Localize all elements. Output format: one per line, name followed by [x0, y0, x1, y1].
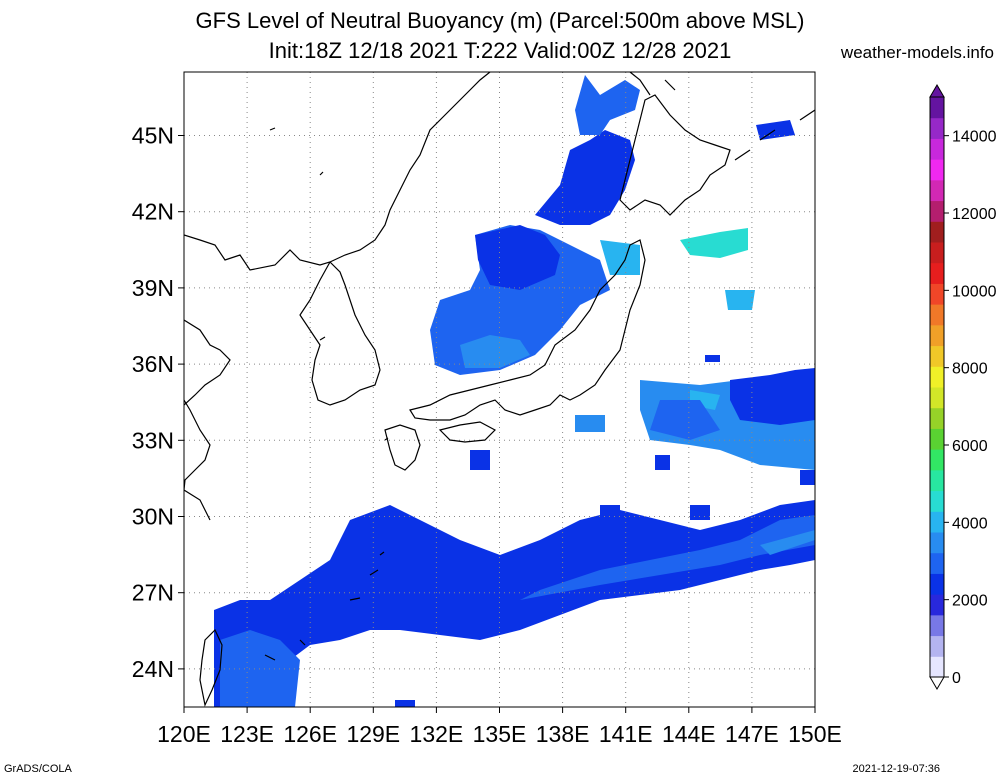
map-subtitle: Init:18Z 12/18 2021 T:222 Valid:00Z 12/2…: [268, 38, 732, 63]
footer-software: GrADS/COLA: [4, 763, 72, 775]
japan-sea-field: [430, 225, 610, 375]
coast-china-south: [184, 399, 211, 521]
coast-hokkaido: [619, 94, 731, 216]
colorbar-swatch: [930, 511, 944, 533]
colorbar: 0 2000 4000 6000 8000 10000 12000 14000: [929, 84, 997, 690]
east-dark: [730, 368, 815, 425]
y-tick-label: 39N: [132, 275, 174, 301]
coast-korea: [299, 261, 381, 406]
y-tick-label: 30N: [132, 504, 174, 530]
np-lightblue: [600, 240, 755, 310]
colorbar-swatch: [930, 283, 944, 305]
coast-kurils: [734, 109, 815, 161]
colorbar-swatch: [930, 573, 944, 595]
band-light-3: [760, 530, 815, 555]
southern-band: [214, 500, 815, 707]
colorbar-swatch: [930, 532, 944, 554]
coastlines: [184, 72, 815, 707]
japan-sea-dark: [475, 225, 560, 290]
coast-sakhalin: [629, 72, 676, 96]
colorbar-tick-label: 14000: [952, 129, 997, 146]
east-patch: [575, 415, 605, 432]
colorbar-swatch: [930, 324, 944, 347]
colorbar-swatch: [930, 159, 944, 181]
x-tick-label: 126E: [283, 721, 337, 747]
southern-band-light: [220, 515, 815, 707]
buoyancy-field: [214, 75, 815, 707]
x-axis-labels: 120E 123E 126E 129E 132E 135E 138E 141E 144E 147E…: [157, 707, 842, 747]
gridlines: [184, 72, 815, 707]
colorbar-swatch: [930, 138, 944, 160]
colorbar-swatch: [930, 552, 944, 574]
colorbar-tick-label: 2000: [952, 593, 988, 610]
colorbar-swatch: [930, 490, 944, 512]
colorbar-tick-label: 4000: [952, 515, 988, 532]
y-tick-label: 24N: [132, 656, 174, 682]
x-tick-label: 123E: [220, 721, 274, 747]
colorbar-swatch: [930, 200, 944, 222]
x-tick-label: 144E: [662, 721, 716, 747]
x-tick-label: 120E: [157, 721, 211, 747]
x-tick-label: 132E: [410, 721, 464, 747]
colorbar-swatch: [930, 97, 944, 119]
x-tick-label: 129E: [346, 721, 400, 747]
np-cyan: [680, 228, 748, 258]
colorbar-swatch: [930, 428, 944, 450]
footer-timestamp: 2021-12-19-07:36: [852, 763, 940, 775]
colorbar-tick-label: 8000: [952, 361, 988, 378]
x-tick-label: 150E: [788, 721, 842, 747]
coast-shikoku: [438, 421, 496, 443]
coast-kyushu: [384, 424, 421, 471]
colorbar-tick-label: 10000: [952, 283, 997, 300]
coast-honshu: [409, 239, 646, 421]
x-tick-label: 135E: [473, 721, 527, 747]
coast-taiwan: [199, 628, 223, 707]
colorbar-swatch: [930, 656, 944, 678]
colorbar-swatch: [930, 469, 944, 492]
x-tick-label: 138E: [536, 721, 590, 747]
colorbar-tick-label: 12000: [952, 206, 997, 223]
colorbar-top-arrow: [929, 84, 945, 98]
colorbar-swatch: [930, 179, 944, 202]
east-mid: [650, 400, 720, 440]
coast-china: [184, 319, 231, 406]
colorbar-swatch: [930, 366, 944, 388]
colorbar-swatch: [930, 635, 944, 657]
colorbar-tick-label: 6000: [952, 438, 988, 455]
colorbar-swatch: [930, 449, 944, 471]
y-tick-label: 33N: [132, 427, 174, 453]
colorbar-swatch: [930, 387, 944, 409]
north-top: [575, 75, 640, 135]
colorbar-swatch: [930, 407, 944, 429]
colorbar-swatch: [930, 242, 944, 264]
coast-ryukyu: [264, 551, 385, 661]
colorbar-bottom-arrow: [929, 676, 945, 690]
y-tick-label: 45N: [132, 123, 174, 149]
japan-sea-light: [460, 335, 530, 368]
colorbar-tick-label: 0: [952, 670, 961, 687]
map-title: GFS Level of Neutral Buoyancy (m) (Parce…: [195, 8, 805, 33]
colorbar-swatch: [930, 221, 944, 243]
coast-islands: [269, 127, 389, 441]
y-tick-label: 42N: [132, 199, 174, 225]
north-field: [535, 130, 635, 225]
coast-asia: [184, 72, 491, 271]
y-axis-labels: 24N 27N 30N 33N 36N 39N 42N 45N: [132, 123, 184, 682]
colorbar-swatch: [930, 345, 944, 367]
colorbar-swatch: [930, 614, 944, 637]
y-tick-label: 27N: [132, 580, 174, 606]
x-tick-label: 141E: [599, 721, 653, 747]
colorbar-swatch: [930, 594, 944, 616]
colorbar-swatch: [930, 117, 944, 139]
x-tick-label: 147E: [725, 721, 779, 747]
y-tick-label: 36N: [132, 351, 174, 377]
colorbar-swatch: [930, 304, 944, 326]
site-credit: weather-models.info: [840, 43, 994, 62]
colorbar-frame: [929, 96, 945, 678]
colorbar-swatch: [930, 262, 944, 284]
